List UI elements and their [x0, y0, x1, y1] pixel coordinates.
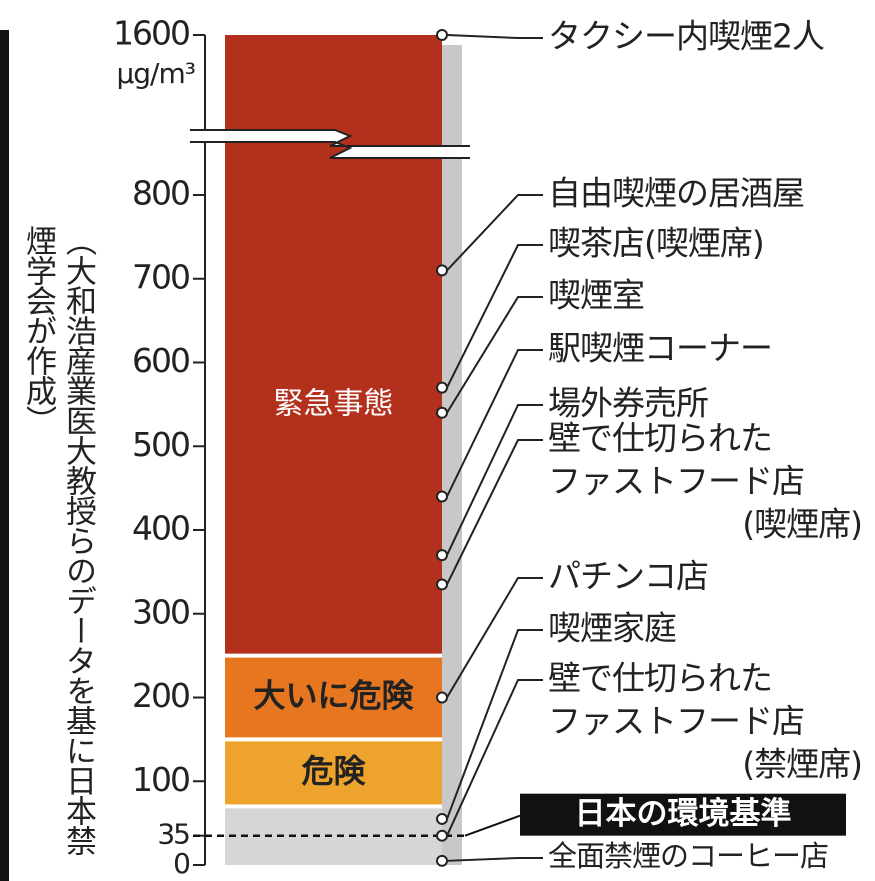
side-bar [0, 30, 9, 881]
connector [446, 577, 543, 699]
connector [446, 349, 543, 497]
point [436, 829, 448, 842]
point-label: ファストフード店 [548, 702, 804, 741]
y-tick-label: 100 [132, 760, 189, 799]
y-tick-label: 1600 [113, 14, 189, 53]
connector [446, 857, 543, 862]
point [436, 854, 448, 867]
band-label: 大いに危険 [253, 677, 414, 715]
bar-shadow [442, 45, 462, 865]
connector [446, 629, 543, 820]
y-tick-label: 35 [157, 818, 189, 851]
axis-break-line [190, 129, 470, 147]
band-label: 緊急事態 [274, 387, 394, 422]
point-label: 壁で仕切られた [548, 659, 772, 698]
y-tick-label: 300 [132, 592, 189, 631]
unit-label: μg/m³ [116, 57, 195, 90]
y-tick-label: 700 [132, 257, 189, 296]
axis-break-line [190, 141, 470, 159]
point-label: (喫煙席) [742, 505, 862, 544]
connector [446, 404, 543, 556]
point-label: 全面禁煙のコーヒー店 [548, 839, 828, 873]
point [436, 691, 448, 704]
standard-pointer [464, 814, 521, 837]
point [436, 549, 448, 562]
standard-label: 日本の環境基準 [575, 796, 792, 832]
point-label: 喫茶店(喫煙席) [548, 224, 764, 263]
connector [446, 244, 543, 389]
source-note: （大和浩産業医大教授らのデータを基に日本禁煙学会が作成） [20, 225, 96, 855]
connector [446, 34, 543, 39]
y-tick-label: 0 [173, 847, 189, 880]
band-label: 危険 [301, 752, 366, 790]
standard-box [520, 793, 846, 836]
connector [446, 679, 543, 837]
y-tick-label: 800 [132, 174, 189, 213]
point-label: ファストフード店 [548, 462, 804, 501]
connector [446, 296, 543, 414]
point [436, 812, 448, 825]
axis-break [190, 130, 470, 158]
connector [446, 439, 543, 585]
connector [446, 194, 543, 272]
y-tick-label: 200 [132, 676, 189, 715]
point [436, 490, 448, 503]
point-label: 喫煙家庭 [548, 609, 676, 648]
y-tick-label: 600 [132, 341, 189, 380]
point-label: 喫煙室 [548, 276, 644, 315]
point [436, 264, 448, 277]
band [225, 35, 442, 654]
point [436, 578, 448, 591]
band [225, 657, 442, 738]
point-label: (禁煙席) [742, 745, 862, 784]
point-label: 場外券売所 [548, 384, 708, 423]
point [436, 381, 448, 394]
point [436, 29, 448, 41]
point-label: パチンコ店 [548, 557, 708, 596]
point-label: 自由喫煙の居酒屋 [548, 174, 804, 213]
band [225, 741, 442, 805]
point-label: 壁で仕切られた [548, 419, 772, 458]
point-label: 駅喫煙コーナー [548, 329, 772, 368]
band [225, 808, 442, 865]
y-tick-label: 400 [132, 509, 189, 548]
y-tick-label: 500 [132, 425, 189, 464]
point-label: タクシー内喫煙2人 [548, 17, 824, 56]
point [436, 406, 448, 419]
